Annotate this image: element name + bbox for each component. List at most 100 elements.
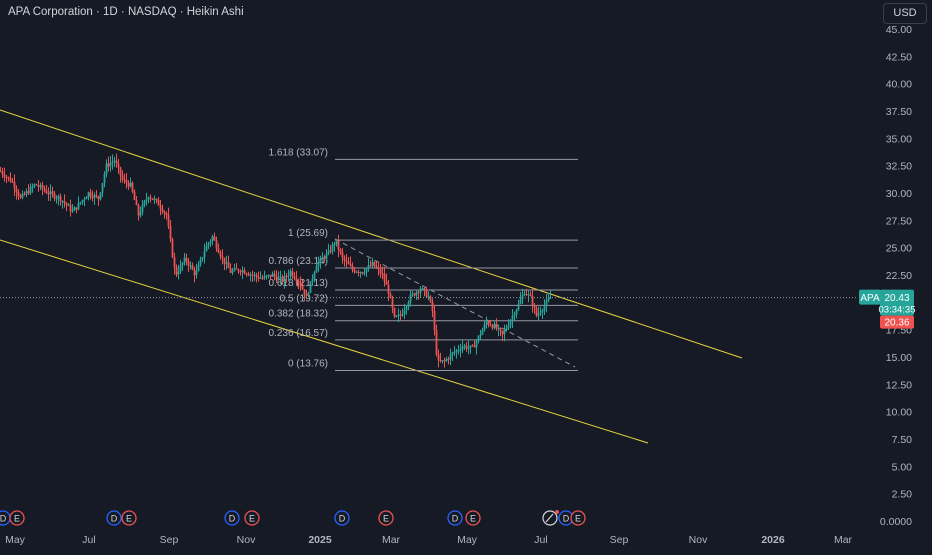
dividend-marker[interactable] xyxy=(106,510,122,526)
candle-body xyxy=(283,276,286,282)
candle-body xyxy=(543,305,546,311)
candle-body xyxy=(93,194,96,198)
earnings-marker[interactable] xyxy=(378,510,394,526)
candle-body xyxy=(419,288,422,293)
candle-body xyxy=(303,289,306,295)
earnings-marker[interactable] xyxy=(9,510,25,526)
candle-body xyxy=(377,267,380,270)
candle-body xyxy=(221,256,224,258)
candle-body xyxy=(215,240,218,249)
candle-body xyxy=(343,257,346,261)
candle-body xyxy=(467,347,470,349)
price-tick-label: 2.50 xyxy=(892,489,913,501)
candle-body xyxy=(441,360,444,362)
candle-body xyxy=(261,277,264,279)
dividend-marker[interactable] xyxy=(224,510,240,526)
candle-body xyxy=(497,328,500,330)
price-tick-label: 45.00 xyxy=(886,24,912,36)
candle-body xyxy=(123,179,126,181)
candle-body xyxy=(549,297,552,299)
candle-body xyxy=(349,264,352,266)
candle-body xyxy=(149,197,152,199)
candle-body xyxy=(3,174,6,178)
price-tick-label: 27.50 xyxy=(886,215,912,227)
candle-body xyxy=(391,297,394,309)
event-marker-label: D xyxy=(0,514,7,524)
candle-body xyxy=(323,257,326,259)
candle-body xyxy=(413,293,416,296)
candle-body xyxy=(285,276,288,278)
fib-trend-line[interactable] xyxy=(334,238,576,368)
candle-body xyxy=(139,212,142,216)
candle-body xyxy=(21,193,24,198)
earnings-marker[interactable] xyxy=(570,510,586,526)
candle-body xyxy=(7,177,10,179)
candle-body xyxy=(341,252,344,258)
candle-body xyxy=(339,249,342,253)
candle-body xyxy=(97,196,100,200)
candle-body xyxy=(305,294,308,296)
candle-body xyxy=(107,163,110,167)
candle-body xyxy=(449,354,452,360)
candle-body xyxy=(203,251,206,258)
candle-body xyxy=(195,270,198,276)
candle-body xyxy=(155,199,158,201)
price-tick-label: 37.50 xyxy=(886,106,912,118)
candle-body xyxy=(231,270,234,273)
earnings-marker[interactable] xyxy=(121,510,137,526)
time-tick-label: Nov xyxy=(689,534,708,546)
candle-body xyxy=(537,313,540,316)
candle-body xyxy=(535,307,538,316)
candle-body xyxy=(293,276,296,279)
currency-button[interactable]: USD xyxy=(883,3,927,24)
candle-body xyxy=(23,193,26,195)
candle-body xyxy=(177,271,180,275)
candle-body xyxy=(105,163,108,175)
channel-lower-line[interactable] xyxy=(0,239,649,444)
candle-body xyxy=(237,269,240,272)
candle-body xyxy=(101,183,104,193)
candle-body xyxy=(265,275,268,277)
candle-body xyxy=(59,196,62,202)
dividend-marker[interactable] xyxy=(447,510,463,526)
candle-body xyxy=(351,265,354,270)
earnings-marker[interactable] xyxy=(244,510,260,526)
candle-body xyxy=(345,260,348,262)
time-tick-label: Jul xyxy=(82,534,95,546)
candle-body xyxy=(27,191,30,194)
candle-body xyxy=(11,181,14,183)
candle-body xyxy=(163,211,166,213)
candle-body xyxy=(513,314,516,316)
candle-body xyxy=(207,243,210,246)
candle-body xyxy=(115,160,118,164)
price-tick-label: 12.50 xyxy=(886,379,912,391)
candle-body xyxy=(245,273,248,275)
price-tick-label: 22.50 xyxy=(886,270,912,282)
event-marker-label: E xyxy=(575,514,581,524)
candle-body xyxy=(315,266,318,273)
price-tick-label: 42.50 xyxy=(886,51,912,63)
candle-body xyxy=(19,196,22,198)
event-marker-label: D xyxy=(563,514,570,524)
last-price-badge xyxy=(880,289,914,316)
candle-body xyxy=(289,271,292,276)
candle-body xyxy=(355,271,358,273)
candle-body xyxy=(313,272,316,279)
channel-upper-line[interactable] xyxy=(0,109,743,359)
candle-body xyxy=(131,182,134,192)
candle-body xyxy=(5,177,8,179)
event-marker-label: E xyxy=(126,514,132,524)
dividend-marker[interactable] xyxy=(334,510,350,526)
candle-body xyxy=(421,288,424,290)
time-tick-label: Mar xyxy=(834,534,853,546)
candle-body xyxy=(485,321,488,325)
candle-body xyxy=(523,293,526,296)
candle-body xyxy=(25,191,28,195)
candle-body xyxy=(277,277,280,280)
candle-body xyxy=(371,261,374,266)
chart-title: APA Corporation · 1D · NASDAQ · Heikin A… xyxy=(8,6,244,18)
candle-body xyxy=(359,272,362,274)
earnings-marker[interactable] xyxy=(465,510,481,526)
